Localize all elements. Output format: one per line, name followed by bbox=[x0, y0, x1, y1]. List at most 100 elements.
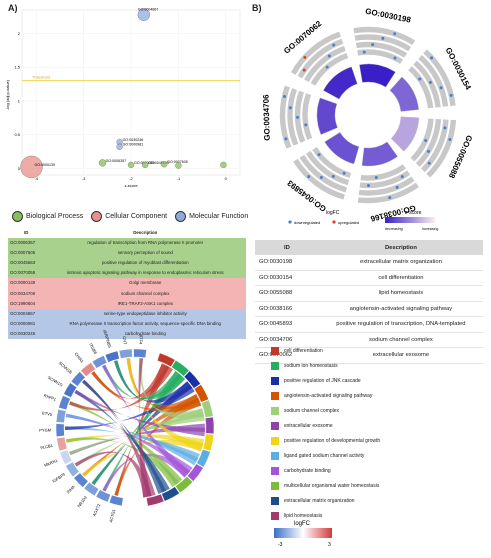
bubble-point bbox=[220, 161, 227, 169]
go-id: GO:0004867 bbox=[10, 310, 36, 316]
gene-point bbox=[381, 36, 385, 40]
table-header-row: ID Description bbox=[8, 228, 246, 239]
go-description: extracellular exosome bbox=[318, 347, 483, 364]
bubble-point bbox=[142, 161, 149, 169]
table-header-row: ID Description bbox=[255, 240, 483, 255]
table-row: GO:0055088 lipid homeostasis bbox=[255, 285, 483, 302]
outer-ring-band bbox=[356, 48, 404, 65]
gene-point bbox=[325, 65, 329, 69]
gene-label: PLCB1 bbox=[40, 443, 54, 451]
gene-point bbox=[283, 95, 287, 99]
point-label: GO:0000139 bbox=[34, 163, 55, 167]
x-tick-label: -4 bbox=[34, 176, 38, 181]
bubble-point bbox=[98, 159, 107, 167]
outer-ring-band bbox=[352, 26, 416, 46]
point-label: GO:0030246 bbox=[123, 138, 144, 142]
col-description: Description bbox=[318, 240, 483, 255]
chord-ribbon bbox=[91, 363, 170, 399]
term-arc bbox=[187, 463, 204, 482]
gene-arc bbox=[63, 382, 78, 398]
gene-label: INHA bbox=[66, 484, 77, 494]
gene-arc bbox=[73, 472, 89, 488]
gene-point bbox=[400, 175, 404, 179]
term-swatch bbox=[271, 406, 279, 415]
go-id: GO:1990604 bbox=[10, 300, 36, 306]
y-axis-label: -log (adj p-value) bbox=[5, 79, 10, 110]
gene-arc bbox=[58, 395, 71, 411]
go-description: IRE1-TRAF2-ASK1 complex bbox=[117, 300, 173, 306]
chord-legend-item: sodium ion homeostasis bbox=[271, 358, 380, 373]
term-swatch bbox=[271, 496, 279, 505]
legend-label-mf: Molecular Function bbox=[189, 213, 249, 220]
term-label: GO:0070062 bbox=[282, 19, 324, 56]
table-row: GO:0034706 sodium channel complex bbox=[255, 332, 483, 348]
gene-point bbox=[443, 126, 447, 130]
chord-ribbon bbox=[69, 412, 205, 456]
outer-ring-band bbox=[296, 37, 345, 80]
gene-point bbox=[418, 77, 422, 81]
panel-a-label: A) bbox=[8, 3, 18, 13]
chord-ribbon bbox=[126, 358, 200, 409]
go-description: carbohydrate binding bbox=[124, 330, 166, 336]
outer-ring-band bbox=[286, 87, 300, 147]
chord-legend-item: lipid homeostasis bbox=[271, 508, 380, 523]
bubble-point bbox=[137, 8, 150, 21]
go-id: GO:0070062 bbox=[255, 347, 319, 364]
point-label: GO:0000981 bbox=[123, 143, 144, 147]
go-id: GO:0038166 bbox=[255, 301, 319, 317]
term-arc bbox=[205, 416, 215, 435]
term-swatch bbox=[271, 511, 279, 520]
gene-label: RXFP1 bbox=[43, 393, 58, 402]
gene-label: AGXT2 bbox=[91, 502, 101, 517]
term-arc bbox=[157, 352, 176, 368]
chord-ribbon bbox=[74, 389, 205, 437]
outer-ring-band bbox=[301, 92, 313, 141]
bubble-point bbox=[127, 161, 135, 169]
go-description: cell differentiation bbox=[318, 270, 483, 286]
chord-ribbon bbox=[65, 413, 199, 466]
go-id: GO:0034706 bbox=[255, 332, 319, 348]
term-swatch bbox=[271, 466, 279, 475]
legend-label-bp: Biological Process bbox=[26, 213, 84, 220]
chord-ribbon bbox=[91, 371, 202, 412]
threshold-label: Threshold bbox=[32, 75, 50, 80]
gene-point bbox=[327, 54, 331, 58]
chord-legend-item: positive regulation of JNK cascade bbox=[271, 373, 380, 388]
table-row: GO:0000139 Golgi membrane bbox=[8, 278, 246, 289]
outer-ring-band bbox=[414, 118, 442, 168]
gene-arc bbox=[70, 371, 86, 387]
decreasing-label: decreasing bbox=[385, 227, 403, 231]
go-id: GO:0070059 bbox=[10, 270, 36, 276]
outer-ring-band bbox=[353, 33, 412, 53]
chord-ribbon bbox=[65, 434, 205, 448]
go-description: intrinsic apoptotic signaling pathway in… bbox=[66, 270, 224, 276]
mf-swatch bbox=[175, 211, 187, 222]
legend-label-cc: Cellular Component bbox=[105, 213, 168, 220]
gene-point bbox=[430, 56, 434, 60]
go-description: sodium channel complex bbox=[318, 332, 483, 348]
zscore-segment bbox=[316, 97, 338, 135]
outer-ring-band bbox=[359, 163, 407, 182]
term-label: carbohydrate binding bbox=[284, 467, 331, 474]
term-arc bbox=[175, 476, 194, 494]
outer-ring-band bbox=[298, 154, 348, 194]
chord-ribbon bbox=[81, 379, 167, 494]
go-description: regulation of transcription from RNA pol… bbox=[87, 240, 204, 246]
go-id: GO:0045893 bbox=[255, 316, 319, 333]
point-label: GO:0006357 bbox=[106, 159, 127, 163]
outer-ring-band bbox=[417, 54, 449, 108]
go-description: sodium channel complex bbox=[121, 290, 170, 296]
table-row: GO:0007605 sensory perception of sound bbox=[8, 248, 246, 259]
y-tick-label: 2 bbox=[18, 31, 21, 36]
zscore-segment bbox=[389, 76, 419, 112]
chord-ribbon bbox=[74, 451, 152, 498]
go-id: GO:0030154 bbox=[255, 270, 319, 286]
chord-legend-item: carbohydrate binding bbox=[271, 463, 380, 478]
term-swatch bbox=[271, 436, 279, 445]
go-id: GO:0030198 bbox=[255, 255, 319, 271]
go-term-table-a: ID Description GO:0006357 regulation of tr… bbox=[8, 228, 246, 340]
logfc-gradient bbox=[274, 528, 332, 538]
chord-ribbon bbox=[102, 453, 191, 492]
zscore-segment bbox=[361, 141, 398, 167]
term-arc bbox=[201, 399, 214, 418]
